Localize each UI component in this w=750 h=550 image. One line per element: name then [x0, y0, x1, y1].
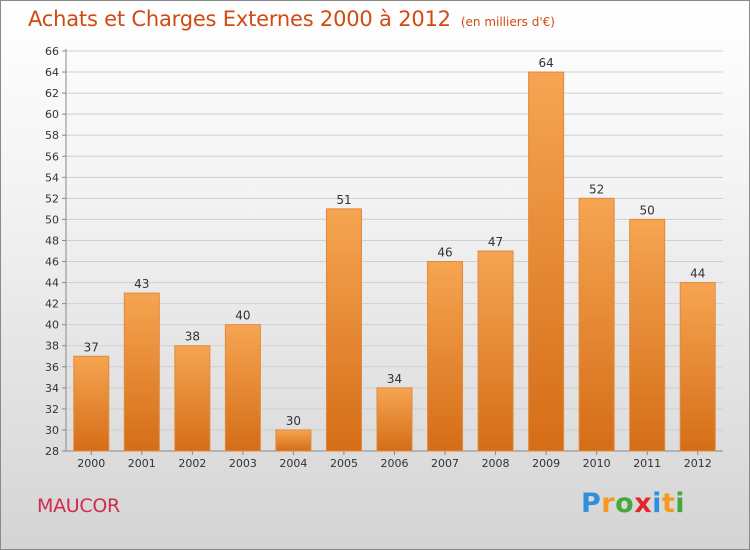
brand-letter: o	[615, 488, 635, 519]
bar	[376, 387, 413, 452]
brand-letter: x	[634, 488, 653, 519]
bar	[578, 197, 615, 452]
y-tick-label: 34	[45, 382, 59, 395]
brand-letter: i	[652, 488, 662, 519]
data-label: 37	[84, 340, 99, 354]
y-tick-label: 54	[45, 171, 59, 184]
data-label: 43	[134, 277, 149, 291]
x-tick-label: 2008	[482, 457, 510, 470]
y-tick-label: 32	[45, 403, 59, 416]
y-tick-label: 50	[45, 213, 59, 226]
y-tick-label: 64	[45, 66, 59, 79]
y-tick-label: 40	[45, 319, 59, 332]
data-label: 50	[640, 203, 655, 217]
bar	[325, 208, 362, 452]
x-tick-label: 2007	[431, 457, 459, 470]
x-tick-label: 2005	[330, 457, 358, 470]
bar	[224, 324, 261, 452]
x-tick-label: 2011	[633, 457, 661, 470]
x-tick-label: 2012	[684, 457, 712, 470]
y-tick-label: 48	[45, 234, 59, 247]
data-label: 40	[235, 309, 250, 323]
bar	[477, 250, 514, 452]
y-tick-label: 52	[45, 192, 59, 205]
brand-logo: Proxiti	[581, 488, 685, 519]
x-tick-label: 2001	[128, 457, 156, 470]
y-tick-label: 58	[45, 129, 59, 142]
bar	[73, 355, 110, 452]
data-label: 38	[185, 330, 200, 344]
x-tick-label: 2000	[77, 457, 105, 470]
bar	[123, 292, 160, 452]
y-tick-label: 46	[45, 256, 59, 269]
data-label: 51	[336, 193, 351, 207]
x-tick-label: 2006	[381, 457, 409, 470]
bar	[427, 261, 464, 452]
y-tick-label: 36	[45, 361, 59, 374]
chart-header: Achats et Charges Externes 2000 à 2012 (e…	[28, 7, 555, 31]
y-tick-label: 42	[45, 298, 59, 311]
x-tick-label: 2002	[178, 457, 206, 470]
x-tick-label: 2003	[229, 457, 257, 470]
bar	[528, 71, 565, 452]
y-tick-label: 56	[45, 150, 59, 163]
y-tick-label: 60	[45, 108, 59, 121]
bar	[275, 429, 312, 452]
chart-subtitle: (en milliers d'€)	[460, 15, 555, 29]
x-tick-label: 2010	[583, 457, 611, 470]
data-label: 46	[437, 246, 452, 260]
data-label: 52	[589, 182, 604, 196]
y-tick-label: 44	[45, 277, 59, 290]
data-label: 34	[387, 372, 402, 386]
brand-letter: t	[661, 488, 676, 519]
commune-name: MAUCOR	[37, 495, 120, 517]
brand-letter: i	[675, 488, 686, 519]
chart-title: Achats et Charges Externes 2000 à 2012	[28, 7, 451, 31]
y-tick-label: 30	[45, 424, 59, 437]
data-label: 64	[538, 56, 553, 70]
brand-letter: P	[581, 488, 602, 519]
y-tick-label: 38	[45, 340, 59, 353]
data-label: 44	[690, 267, 705, 281]
bar	[629, 218, 666, 452]
y-tick-label: 62	[45, 87, 59, 100]
y-tick-label: 28	[45, 445, 59, 458]
y-tick-label: 66	[45, 45, 59, 58]
bar	[174, 345, 211, 452]
x-tick-label: 2009	[532, 457, 560, 470]
bar	[679, 282, 716, 452]
data-label: 47	[488, 235, 503, 249]
brand-letter: r	[601, 488, 616, 519]
x-tick-label: 2004	[279, 457, 307, 470]
data-label: 30	[286, 414, 301, 428]
